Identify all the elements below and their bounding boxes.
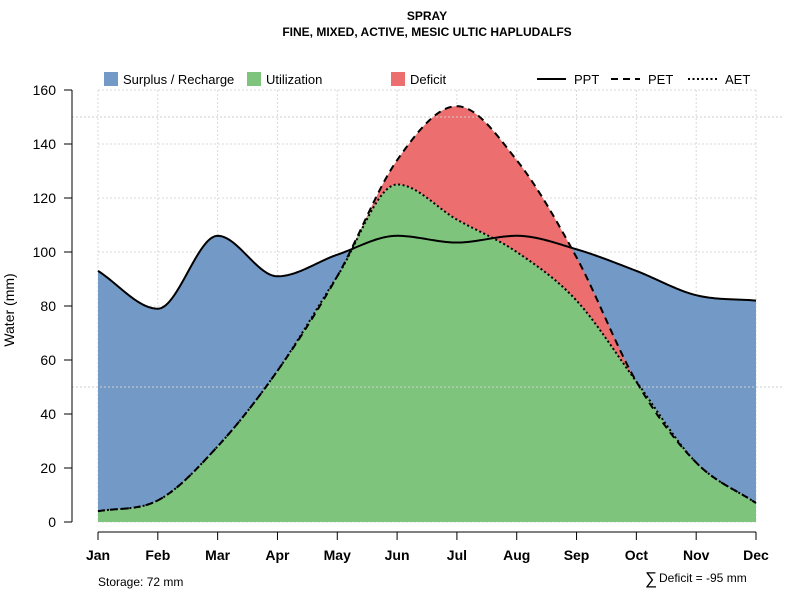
legend-label-ppt: PPT: [574, 72, 599, 87]
series-lines: [97, 105, 757, 513]
y-tick-label: 0: [48, 514, 56, 530]
chart-title: SPRAY: [407, 9, 447, 23]
x-tick-label-sep: Sep: [564, 547, 590, 563]
line-ppt: [97, 234, 757, 310]
legend-label-surplus: Surplus / Recharge: [123, 72, 234, 87]
legend-label-pet: PET: [648, 72, 673, 87]
area-fills: [98, 106, 756, 523]
axes: 0 20 40 60 80 100 120 140 160 Jan Feb Mar Apr May Jun J…: [33, 82, 769, 563]
x-tick-label-jul: Jul: [447, 547, 467, 563]
x-tick-label-aug: Aug: [503, 547, 530, 563]
area-deficit: [98, 106, 756, 512]
chart-subtitle: FINE, MIXED, ACTIVE, MESIC ULTIC HAPLUDA…: [282, 25, 571, 39]
legend-swatch-deficit: [391, 72, 405, 86]
y-tick-label: 20: [40, 460, 56, 476]
deficit-note: Deficit = -95 mm: [659, 571, 747, 585]
y-tick-label: 100: [33, 244, 57, 260]
x-tick-label-jun: Jun: [385, 547, 410, 563]
y-tick-label: 40: [40, 406, 56, 422]
y-tick-label: 80: [40, 298, 56, 314]
legend-label-aet: AET: [725, 72, 750, 87]
x-tick-label-nov: Nov: [683, 547, 710, 563]
deficit-sum-symbol: ∑: [645, 569, 657, 588]
x-tick-label-feb: Feb: [145, 547, 170, 563]
legend-swatch-surplus: [104, 72, 118, 86]
legend-swatch-utilization: [247, 72, 261, 86]
y-tick-label: 60: [40, 352, 56, 368]
line-pet: [97, 105, 757, 513]
x-tick-label-apr: Apr: [265, 547, 290, 563]
legend: Surplus / Recharge Utilization Deficit P…: [104, 72, 750, 87]
line-aet: [97, 183, 757, 513]
legend-label-deficit: Deficit: [410, 72, 447, 87]
area-utilization: [98, 184, 756, 522]
storage-note: Storage: 72 mm: [98, 575, 183, 589]
x-tick-label-may: May: [324, 547, 351, 563]
x-tick-label-jan: Jan: [86, 547, 110, 563]
y-axis-label: Water (mm): [1, 273, 17, 346]
x-tick-label-dec: Dec: [743, 547, 769, 563]
y-tick-label: 120: [33, 190, 57, 206]
y-tick-label: 160: [33, 82, 57, 98]
y-tick-label: 140: [33, 136, 57, 152]
x-tick-label-oct: Oct: [625, 547, 649, 563]
legend-label-utilization: Utilization: [266, 72, 322, 87]
x-tick-label-mar: Mar: [205, 547, 230, 563]
